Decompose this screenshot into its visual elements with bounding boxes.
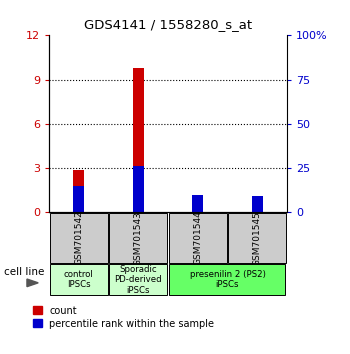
Bar <box>74 186 84 212</box>
Text: control
IPSCs: control IPSCs <box>64 270 94 289</box>
Title: GDS4141 / 1558280_s_at: GDS4141 / 1558280_s_at <box>84 18 252 32</box>
Bar <box>169 213 227 263</box>
Bar <box>133 68 144 212</box>
Bar <box>252 196 262 212</box>
Bar <box>252 202 262 212</box>
Bar <box>169 264 285 295</box>
Polygon shape <box>27 279 38 287</box>
Text: GSM701545: GSM701545 <box>253 211 262 266</box>
Bar <box>228 213 286 263</box>
Bar <box>50 213 108 263</box>
Text: cell line: cell line <box>4 267 44 277</box>
Bar <box>193 195 203 212</box>
Bar <box>50 264 108 295</box>
Bar <box>109 264 167 295</box>
Text: Sporadic
PD-derived
iPSCs: Sporadic PD-derived iPSCs <box>114 265 162 295</box>
Text: GSM701543: GSM701543 <box>134 211 143 266</box>
Bar <box>193 201 203 212</box>
Text: GSM701544: GSM701544 <box>193 211 202 266</box>
Bar <box>109 213 167 263</box>
Bar <box>74 170 84 212</box>
Text: presenilin 2 (PS2)
iPSCs: presenilin 2 (PS2) iPSCs <box>190 270 265 289</box>
Legend: count, percentile rank within the sample: count, percentile rank within the sample <box>33 306 215 329</box>
Bar <box>133 166 144 212</box>
Text: GSM701542: GSM701542 <box>74 211 83 266</box>
